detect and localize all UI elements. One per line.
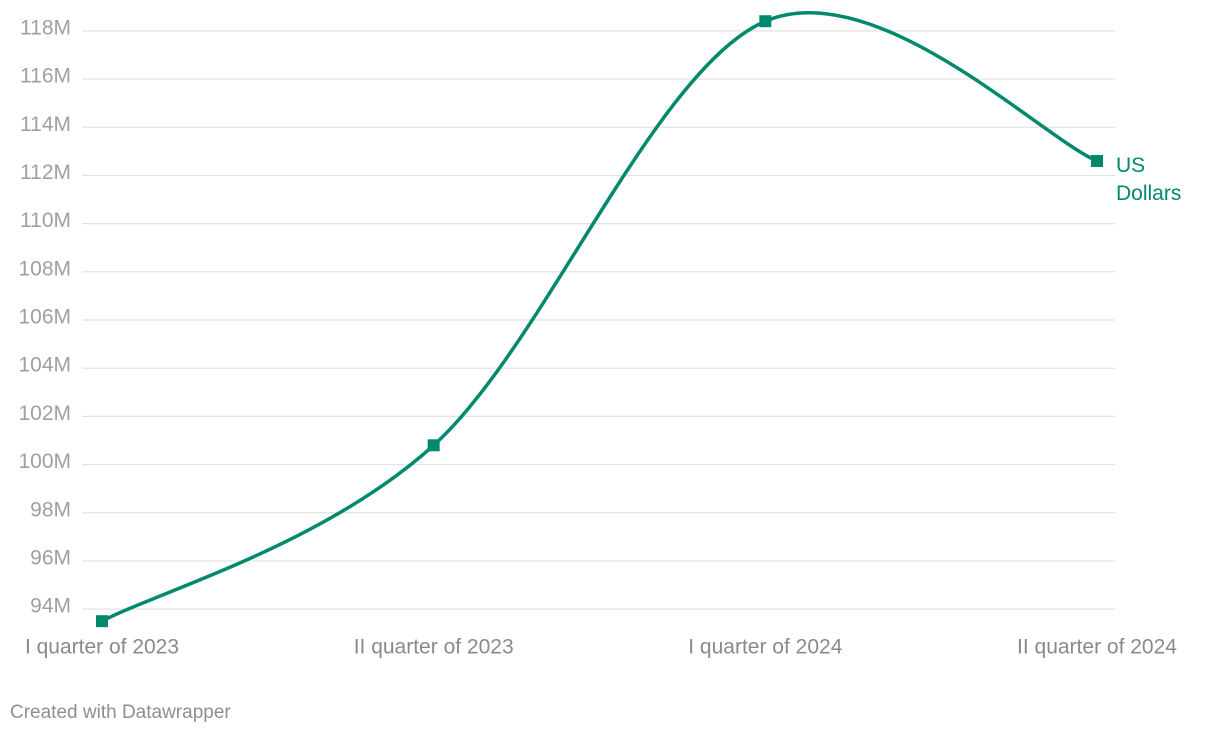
y-tick-label: 118M [20, 16, 71, 39]
credit: Created with Datawrapper [10, 702, 231, 723]
x-tick-label: I quarter of 2023 [25, 636, 179, 659]
y-tick-label: 94M [30, 595, 71, 618]
y-tick-label: 116M [20, 65, 71, 88]
y-tick-label: 104M [18, 354, 71, 377]
y-tick-label: 98M [30, 498, 71, 521]
y-tick-label: 110M [20, 209, 71, 232]
y-tick-label: 96M [30, 546, 71, 569]
x-tick-label: II quarter of 2024 [1017, 636, 1177, 659]
series-label: US Dollars [1116, 154, 1182, 205]
y-tick-label: 114M [20, 113, 71, 136]
y-tick-label: 106M [18, 306, 71, 329]
marker [759, 15, 772, 28]
y-tick-label: 100M [18, 450, 71, 473]
x-tick-label: I quarter of 2024 [688, 636, 842, 659]
y-tick-label: 102M [18, 402, 71, 425]
marker [96, 615, 108, 628]
y-tick-label: 112M [20, 161, 71, 184]
y-tick-label: 108M [18, 257, 71, 280]
line [101, 11, 1098, 623]
marker [1091, 154, 1103, 167]
marker [427, 439, 440, 452]
x-tick-label: II quarter of 2023 [354, 636, 514, 659]
